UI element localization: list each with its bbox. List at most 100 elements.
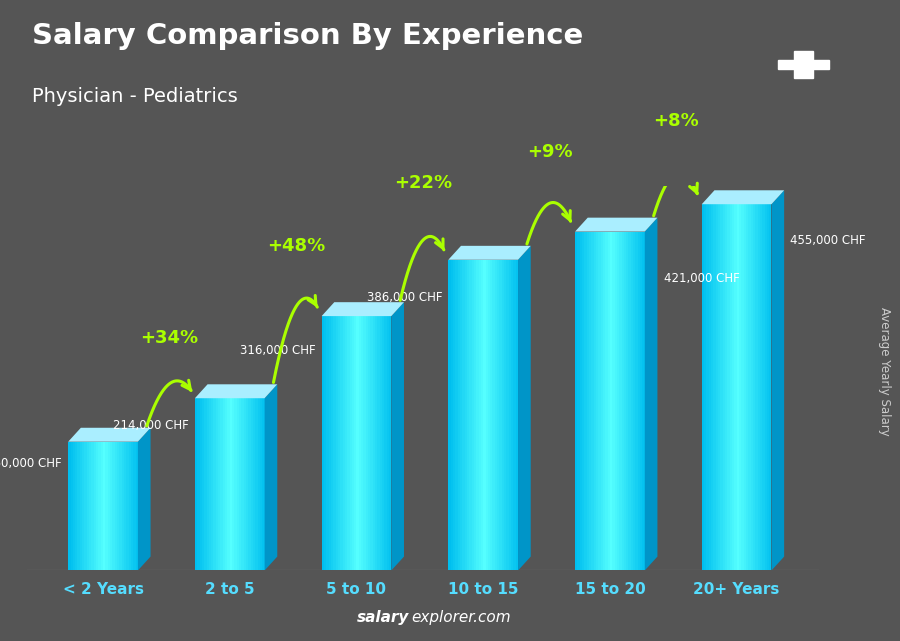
Polygon shape (228, 398, 230, 570)
Polygon shape (124, 442, 126, 570)
Polygon shape (359, 316, 361, 570)
Polygon shape (492, 260, 495, 570)
Polygon shape (582, 231, 584, 570)
Polygon shape (223, 398, 225, 570)
Polygon shape (739, 204, 742, 570)
Polygon shape (112, 442, 114, 570)
Polygon shape (343, 316, 345, 570)
Polygon shape (600, 231, 603, 570)
Polygon shape (453, 260, 455, 570)
Polygon shape (742, 204, 743, 570)
Polygon shape (212, 398, 213, 570)
Polygon shape (68, 442, 70, 570)
Text: 214,000 CHF: 214,000 CHF (112, 419, 189, 432)
Polygon shape (640, 231, 643, 570)
Polygon shape (615, 231, 616, 570)
Polygon shape (711, 204, 714, 570)
Polygon shape (209, 398, 212, 570)
Polygon shape (122, 442, 124, 570)
Polygon shape (751, 204, 753, 570)
Polygon shape (68, 428, 150, 442)
Polygon shape (732, 204, 734, 570)
Polygon shape (483, 260, 485, 570)
Polygon shape (608, 231, 610, 570)
Polygon shape (345, 316, 347, 570)
Polygon shape (463, 260, 464, 570)
Text: Average Yearly Salary: Average Yearly Salary (878, 308, 890, 436)
Polygon shape (472, 260, 474, 570)
Polygon shape (126, 442, 129, 570)
Polygon shape (347, 316, 349, 570)
Polygon shape (584, 231, 587, 570)
Polygon shape (333, 316, 336, 570)
Text: +8%: +8% (653, 112, 699, 130)
Polygon shape (575, 231, 578, 570)
Polygon shape (507, 260, 508, 570)
Polygon shape (129, 442, 130, 570)
Polygon shape (365, 316, 368, 570)
Polygon shape (89, 442, 92, 570)
Polygon shape (504, 260, 507, 570)
Polygon shape (324, 316, 327, 570)
Polygon shape (467, 260, 469, 570)
Polygon shape (234, 398, 237, 570)
Polygon shape (92, 442, 94, 570)
Polygon shape (474, 260, 476, 570)
Polygon shape (239, 398, 241, 570)
Polygon shape (76, 442, 77, 570)
Polygon shape (206, 398, 209, 570)
Polygon shape (85, 442, 86, 570)
Polygon shape (103, 442, 105, 570)
Polygon shape (361, 316, 364, 570)
Polygon shape (457, 260, 460, 570)
Polygon shape (377, 316, 380, 570)
Polygon shape (635, 231, 638, 570)
Text: +34%: +34% (140, 329, 199, 347)
Text: 455,000 CHF: 455,000 CHF (790, 233, 866, 247)
Polygon shape (500, 260, 502, 570)
Polygon shape (760, 204, 762, 570)
Polygon shape (638, 231, 640, 570)
Polygon shape (230, 398, 232, 570)
Polygon shape (479, 260, 481, 570)
Polygon shape (488, 260, 490, 570)
Polygon shape (246, 398, 248, 570)
Polygon shape (248, 398, 251, 570)
Polygon shape (460, 260, 463, 570)
Polygon shape (108, 442, 110, 570)
Polygon shape (232, 398, 234, 570)
Polygon shape (195, 398, 197, 570)
Polygon shape (225, 398, 228, 570)
Polygon shape (105, 442, 108, 570)
Polygon shape (117, 442, 120, 570)
Text: explorer.com: explorer.com (411, 610, 511, 625)
Polygon shape (387, 316, 389, 570)
Text: salary: salary (357, 610, 410, 625)
Polygon shape (202, 398, 204, 570)
Polygon shape (241, 398, 244, 570)
Polygon shape (86, 442, 89, 570)
Polygon shape (133, 442, 136, 570)
Polygon shape (448, 260, 451, 570)
Polygon shape (375, 316, 377, 570)
Polygon shape (481, 260, 483, 570)
Polygon shape (476, 260, 479, 570)
Polygon shape (606, 231, 608, 570)
Polygon shape (257, 398, 260, 570)
Polygon shape (98, 442, 101, 570)
Polygon shape (253, 398, 256, 570)
Polygon shape (497, 260, 500, 570)
Polygon shape (200, 398, 202, 570)
Polygon shape (321, 316, 324, 570)
Polygon shape (338, 316, 340, 570)
Bar (794, 51, 813, 78)
Bar (778, 60, 829, 69)
Polygon shape (368, 316, 371, 570)
Polygon shape (220, 398, 223, 570)
Polygon shape (580, 231, 582, 570)
Polygon shape (96, 442, 98, 570)
Polygon shape (94, 442, 96, 570)
Text: 421,000 CHF: 421,000 CHF (664, 272, 740, 285)
Polygon shape (328, 316, 331, 570)
Polygon shape (587, 231, 589, 570)
